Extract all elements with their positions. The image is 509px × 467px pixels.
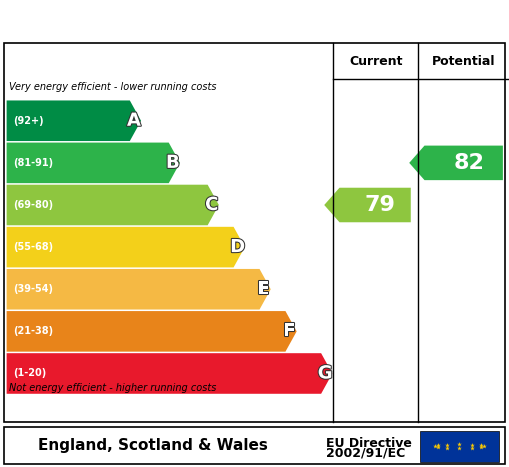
Text: (39-54): (39-54)	[13, 284, 53, 294]
Text: Not energy efficient - higher running costs: Not energy efficient - higher running co…	[9, 383, 216, 393]
Text: F: F	[284, 322, 296, 340]
Text: Current: Current	[349, 55, 403, 68]
Text: Potential: Potential	[432, 55, 495, 68]
Text: 2002/91/EC: 2002/91/EC	[326, 447, 405, 460]
Text: G: G	[318, 364, 333, 382]
Bar	[4, 427, 505, 464]
Bar	[420, 431, 499, 462]
Text: A: A	[127, 112, 141, 130]
Text: B: B	[166, 154, 180, 172]
Text: Very energy efficient - lower running costs: Very energy efficient - lower running co…	[9, 83, 217, 92]
Polygon shape	[7, 184, 219, 225]
Text: C: C	[205, 196, 218, 214]
Text: D: D	[230, 238, 245, 256]
Text: EU Directive: EU Directive	[326, 437, 412, 450]
Text: E: E	[258, 280, 270, 298]
Text: (92+): (92+)	[13, 116, 43, 126]
Polygon shape	[324, 188, 411, 222]
Text: (21-38): (21-38)	[13, 326, 53, 336]
Text: Energy Efficiency Rating: Energy Efficiency Rating	[92, 8, 417, 33]
Text: (1-20): (1-20)	[13, 368, 46, 378]
Polygon shape	[7, 353, 332, 394]
Text: (55-68): (55-68)	[13, 242, 53, 252]
Text: 79: 79	[365, 195, 395, 215]
Text: 82: 82	[454, 153, 484, 173]
Polygon shape	[7, 227, 245, 268]
Polygon shape	[7, 269, 271, 310]
Text: England, Scotland & Wales: England, Scotland & Wales	[38, 438, 268, 453]
Polygon shape	[7, 311, 297, 352]
Text: (81-91): (81-91)	[13, 158, 53, 168]
Text: (69-80): (69-80)	[13, 200, 53, 210]
Polygon shape	[409, 146, 503, 180]
Polygon shape	[7, 100, 141, 141]
Polygon shape	[7, 142, 180, 183]
